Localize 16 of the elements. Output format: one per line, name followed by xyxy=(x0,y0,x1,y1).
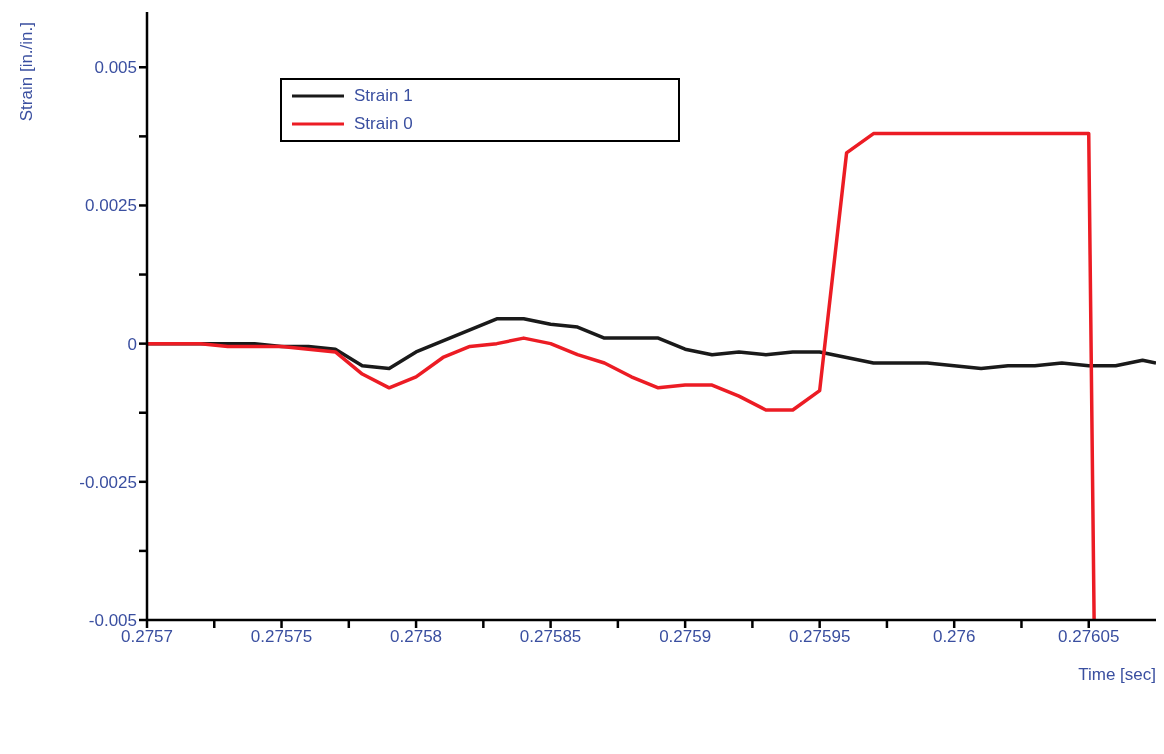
y-tick-label: 0.005 xyxy=(94,58,137,78)
y-tick-label: -0.0025 xyxy=(79,472,137,492)
legend-label: Strain 1 xyxy=(354,86,413,106)
legend-label: Strain 0 xyxy=(354,114,413,134)
x-tick-label: 0.276 xyxy=(932,627,976,647)
x-tick-label: 0.2759 xyxy=(659,627,712,647)
x-tick-label: 0.2758 xyxy=(390,627,443,647)
x-tick-label: 0.27585 xyxy=(519,627,582,647)
x-tick-label: 0.27605 xyxy=(1058,627,1120,647)
x-axis-title: Time [sec] xyxy=(1078,665,1156,684)
y-tick-label: 0 xyxy=(127,334,137,354)
x-tick-label: 0.27575 xyxy=(250,627,313,647)
y-axis-title: Strain [in./in.] xyxy=(17,22,36,122)
y-tick-label: 0.0025 xyxy=(85,196,137,216)
x-tick-label: 0.27595 xyxy=(788,627,851,647)
line-series xyxy=(147,131,1096,620)
